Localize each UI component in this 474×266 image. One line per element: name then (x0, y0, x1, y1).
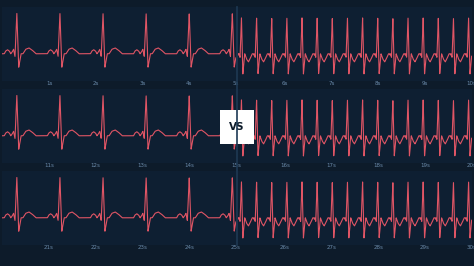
Circle shape (221, 111, 253, 144)
Text: VS: VS (229, 122, 245, 132)
